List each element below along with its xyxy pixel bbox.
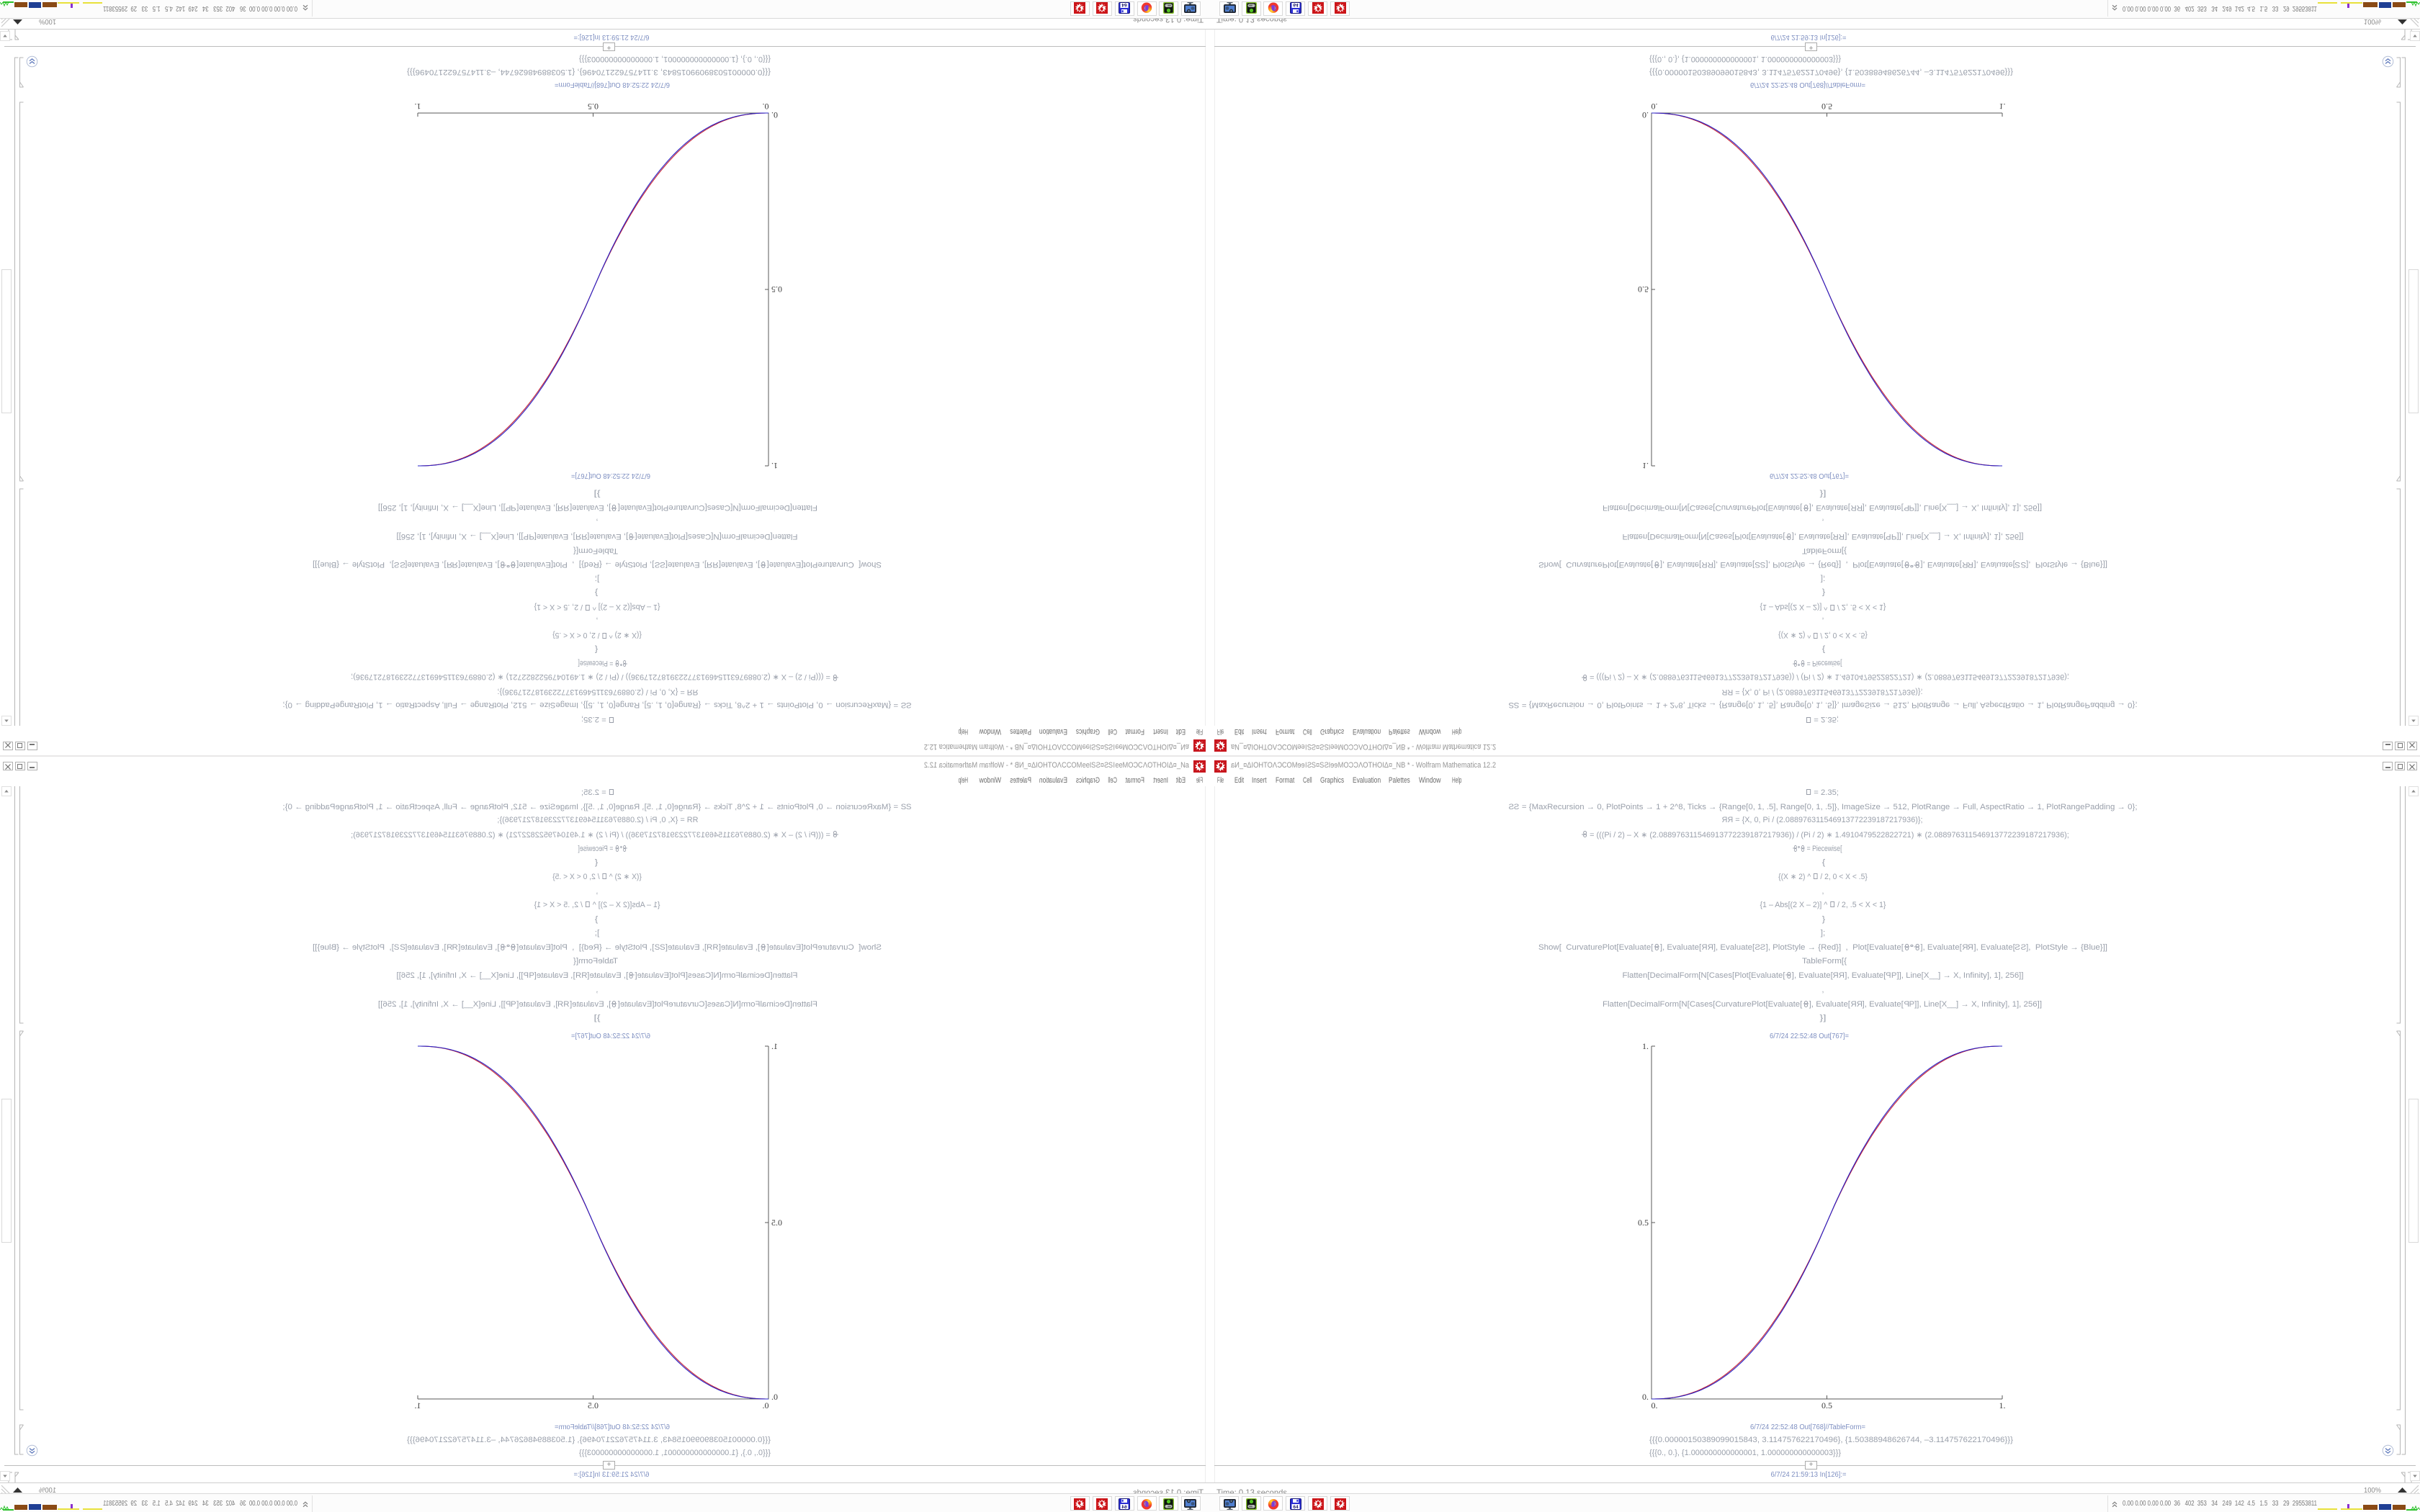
svg-text:0.5: 0.5: [1821, 102, 1832, 112]
svg-text:64: 64: [1121, 2, 1127, 7]
svg-text:0.5: 0.5: [1821, 1400, 1832, 1410]
svg-text:1.: 1.: [415, 1400, 421, 1410]
svg-text:0.: 0.: [1642, 110, 1649, 120]
svg-text:0.: 0.: [771, 1392, 778, 1402]
svg-text:0.5: 0.5: [588, 102, 599, 112]
svg-text:0.: 0.: [1642, 1392, 1649, 1402]
svg-text:1.: 1.: [771, 1041, 778, 1051]
svg-text:64: 64: [1293, 1505, 1299, 1510]
svg-text:0.5: 0.5: [1638, 284, 1649, 294]
svg-text:64: 64: [1293, 2, 1299, 7]
svg-text:0.: 0.: [763, 102, 769, 112]
svg-text:64: 64: [1121, 1505, 1127, 1510]
svg-text:1.: 1.: [415, 102, 421, 112]
svg-text:1.: 1.: [1999, 102, 2006, 112]
svg-text:0.5: 0.5: [588, 1400, 599, 1410]
svg-text:0.5: 0.5: [771, 1218, 782, 1228]
svg-text:1.: 1.: [1999, 1400, 2006, 1410]
svg-text:0.: 0.: [1652, 102, 1658, 112]
svg-text:0.: 0.: [771, 110, 778, 120]
svg-text:0.: 0.: [763, 1400, 769, 1410]
svg-text:0.5: 0.5: [1638, 1218, 1649, 1228]
svg-text:0.5: 0.5: [771, 284, 782, 294]
svg-text:1.: 1.: [1642, 1041, 1649, 1051]
svg-text:0.: 0.: [1652, 1400, 1658, 1410]
svg-text:1.: 1.: [1642, 461, 1649, 471]
svg-text:1.: 1.: [771, 461, 778, 471]
